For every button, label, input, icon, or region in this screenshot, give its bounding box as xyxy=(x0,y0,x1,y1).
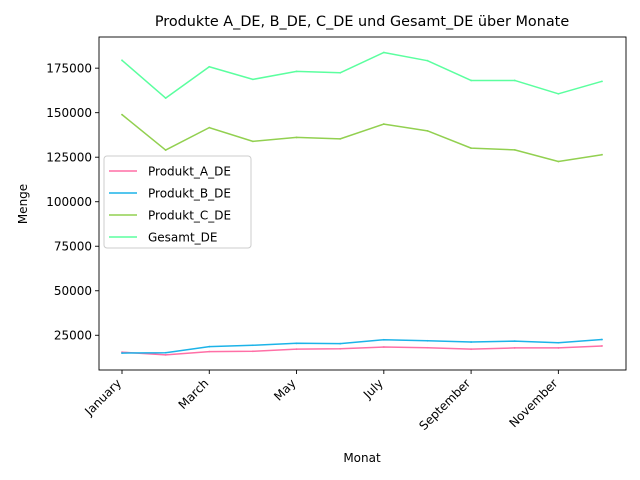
data-point xyxy=(339,71,342,74)
data-point xyxy=(382,51,385,54)
data-point xyxy=(339,347,342,350)
data-point xyxy=(295,342,298,345)
y-axis: 25000 50000 75000 100000 125000 150000 175000 xyxy=(46,61,99,343)
y-tick-label: 175000 xyxy=(46,61,92,75)
legend-label: Gesamt_DE xyxy=(148,230,218,244)
data-point xyxy=(557,347,560,349)
data-point xyxy=(470,348,472,351)
y-tick-label: 75000 xyxy=(54,240,92,254)
data-point xyxy=(121,113,123,116)
data-point xyxy=(382,338,385,341)
y-tick-label: 100000 xyxy=(46,195,92,209)
legend-label: Produkt_B_DE xyxy=(148,186,231,200)
data-point xyxy=(252,350,254,353)
series-produkt-c-de xyxy=(121,113,603,163)
data-point xyxy=(252,140,254,143)
data-point xyxy=(601,338,603,341)
data-point xyxy=(470,79,472,82)
series-line xyxy=(121,114,603,163)
series-layer xyxy=(121,51,603,356)
data-point xyxy=(121,352,123,354)
data-point xyxy=(208,126,211,129)
data-point xyxy=(513,79,516,82)
series-line xyxy=(121,345,603,356)
data-point xyxy=(513,347,516,349)
legend-item: Gesamt_DE xyxy=(109,230,218,244)
data-point xyxy=(164,149,167,151)
data-point xyxy=(470,341,472,343)
data-point xyxy=(426,346,429,349)
data-point xyxy=(252,78,254,81)
data-point xyxy=(601,153,603,156)
y-tick-label: 150000 xyxy=(46,106,92,120)
y-tick-label: 25000 xyxy=(54,329,92,343)
y-tick-label: 50000 xyxy=(54,284,92,298)
data-point xyxy=(208,350,211,353)
series-line xyxy=(121,338,603,354)
data-point xyxy=(601,80,603,83)
data-point xyxy=(121,59,123,62)
data-point xyxy=(513,340,516,343)
data-point xyxy=(513,148,516,151)
data-point xyxy=(164,353,167,356)
data-point xyxy=(426,339,429,342)
data-point xyxy=(339,342,342,345)
data-point xyxy=(426,129,429,132)
data-point xyxy=(295,348,298,351)
y-tick-label: 125000 xyxy=(46,151,92,165)
data-point xyxy=(426,59,429,62)
data-point xyxy=(164,351,167,354)
legend-item: Produkt_A_DE xyxy=(109,164,231,178)
data-point xyxy=(557,341,560,344)
data-point xyxy=(339,137,342,140)
data-point xyxy=(557,92,560,95)
legend-label: Produkt_A_DE xyxy=(148,164,231,178)
plot-frame xyxy=(98,36,627,371)
legend-item: Produkt_B_DE xyxy=(109,186,231,200)
data-point xyxy=(382,346,385,348)
chart-title: Produkte A_DE, B_DE, C_DE und Gesamt_DE … xyxy=(155,14,570,30)
data-point xyxy=(601,345,603,347)
data-point xyxy=(208,65,211,68)
data-point xyxy=(295,136,298,139)
data-point xyxy=(208,345,211,348)
legend-box xyxy=(103,155,252,249)
data-point xyxy=(470,147,472,150)
data-point xyxy=(382,123,385,125)
data-point xyxy=(252,344,254,347)
x-axis-title: Monat xyxy=(343,451,381,465)
series-line xyxy=(121,51,603,99)
y-axis-title: Menge xyxy=(16,184,30,224)
data-point xyxy=(557,160,560,163)
legend-item: Produkt_C_DE xyxy=(109,208,231,222)
series-gesamt-de xyxy=(121,51,603,99)
data-point xyxy=(295,70,298,73)
legend: Produkt_A_DE Produkt_B_DE Produkt_C_DE Gesa… xyxy=(103,155,252,249)
legend-label: Produkt_C_DE xyxy=(148,208,231,222)
series-produkt-b-de xyxy=(121,338,603,354)
data-point xyxy=(164,97,167,99)
